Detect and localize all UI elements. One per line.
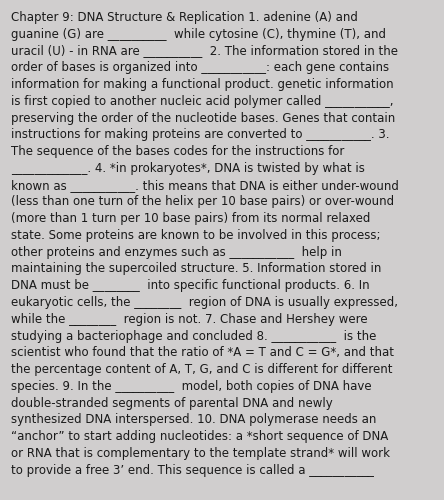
Text: is first copied to another nucleic acid polymer called ___________,: is first copied to another nucleic acid … — [11, 95, 393, 108]
Text: or RNA that is complementary to the template strand* will work: or RNA that is complementary to the temp… — [11, 447, 390, 460]
Text: uracil (U) - in RNA are __________  2. The information stored in the: uracil (U) - in RNA are __________ 2. Th… — [11, 44, 398, 58]
Text: order of bases is organized into ___________: each gene contains: order of bases is organized into _______… — [11, 62, 389, 74]
Text: the percentage content of A, T, G, and C is different for different: the percentage content of A, T, G, and C… — [11, 363, 392, 376]
Text: other proteins and enzymes such as ___________  help in: other proteins and enzymes such as _____… — [11, 246, 342, 258]
Text: preserving the order of the nucleotide bases. Genes that contain: preserving the order of the nucleotide b… — [11, 112, 395, 124]
Text: _____________. 4. *in prokaryotes*, DNA is twisted by what is: _____________. 4. *in prokaryotes*, DNA … — [11, 162, 365, 175]
Text: Chapter 9: DNA Structure & Replication 1. adenine (A) and: Chapter 9: DNA Structure & Replication 1… — [11, 11, 358, 24]
Text: eukaryotic cells, the ________  region of DNA is usually expressed,: eukaryotic cells, the ________ region of… — [11, 296, 398, 309]
Text: studying a bacteriophage and concluded 8. ___________  is the: studying a bacteriophage and concluded 8… — [11, 330, 377, 342]
Text: DNA must be ________  into specific functional products. 6. In: DNA must be ________ into specific funct… — [11, 279, 370, 292]
Text: The sequence of the bases codes for the instructions for: The sequence of the bases codes for the … — [11, 145, 345, 158]
Text: (less than one turn of the helix per 10 base pairs) or over-wound: (less than one turn of the helix per 10 … — [11, 196, 394, 208]
Text: (more than 1 turn per 10 base pairs) from its normal relaxed: (more than 1 turn per 10 base pairs) fro… — [11, 212, 370, 225]
Text: guanine (G) are __________  while cytosine (C), thymine (T), and: guanine (G) are __________ while cytosin… — [11, 28, 386, 41]
Text: scientist who found that the ratio of *A = T and C = G*, and that: scientist who found that the ratio of *A… — [11, 346, 394, 360]
Text: known as ___________. this means that DNA is either under-wound: known as ___________. this means that DN… — [11, 178, 399, 192]
Text: while the ________  region is not. 7. Chase and Hershey were: while the ________ region is not. 7. Cha… — [11, 313, 368, 326]
Text: synthesized DNA interspersed. 10. DNA polymerase needs an: synthesized DNA interspersed. 10. DNA po… — [11, 414, 377, 426]
Text: species. 9. In the __________  model, both copies of DNA have: species. 9. In the __________ model, bot… — [11, 380, 372, 393]
Text: double-stranded segments of parental DNA and newly: double-stranded segments of parental DNA… — [11, 396, 333, 409]
Text: to provide a free 3’ end. This sequence is called a ___________: to provide a free 3’ end. This sequence … — [11, 464, 374, 476]
Text: state. Some proteins are known to be involved in this process;: state. Some proteins are known to be inv… — [11, 229, 381, 242]
Text: instructions for making proteins are converted to ___________. 3.: instructions for making proteins are con… — [11, 128, 389, 141]
Text: information for making a functional product. genetic information: information for making a functional prod… — [11, 78, 394, 91]
Text: “anchor” to start adding nucleotides: a *short sequence of DNA: “anchor” to start adding nucleotides: a … — [11, 430, 388, 443]
Text: maintaining the supercoiled structure. 5. Information stored in: maintaining the supercoiled structure. 5… — [11, 262, 381, 276]
